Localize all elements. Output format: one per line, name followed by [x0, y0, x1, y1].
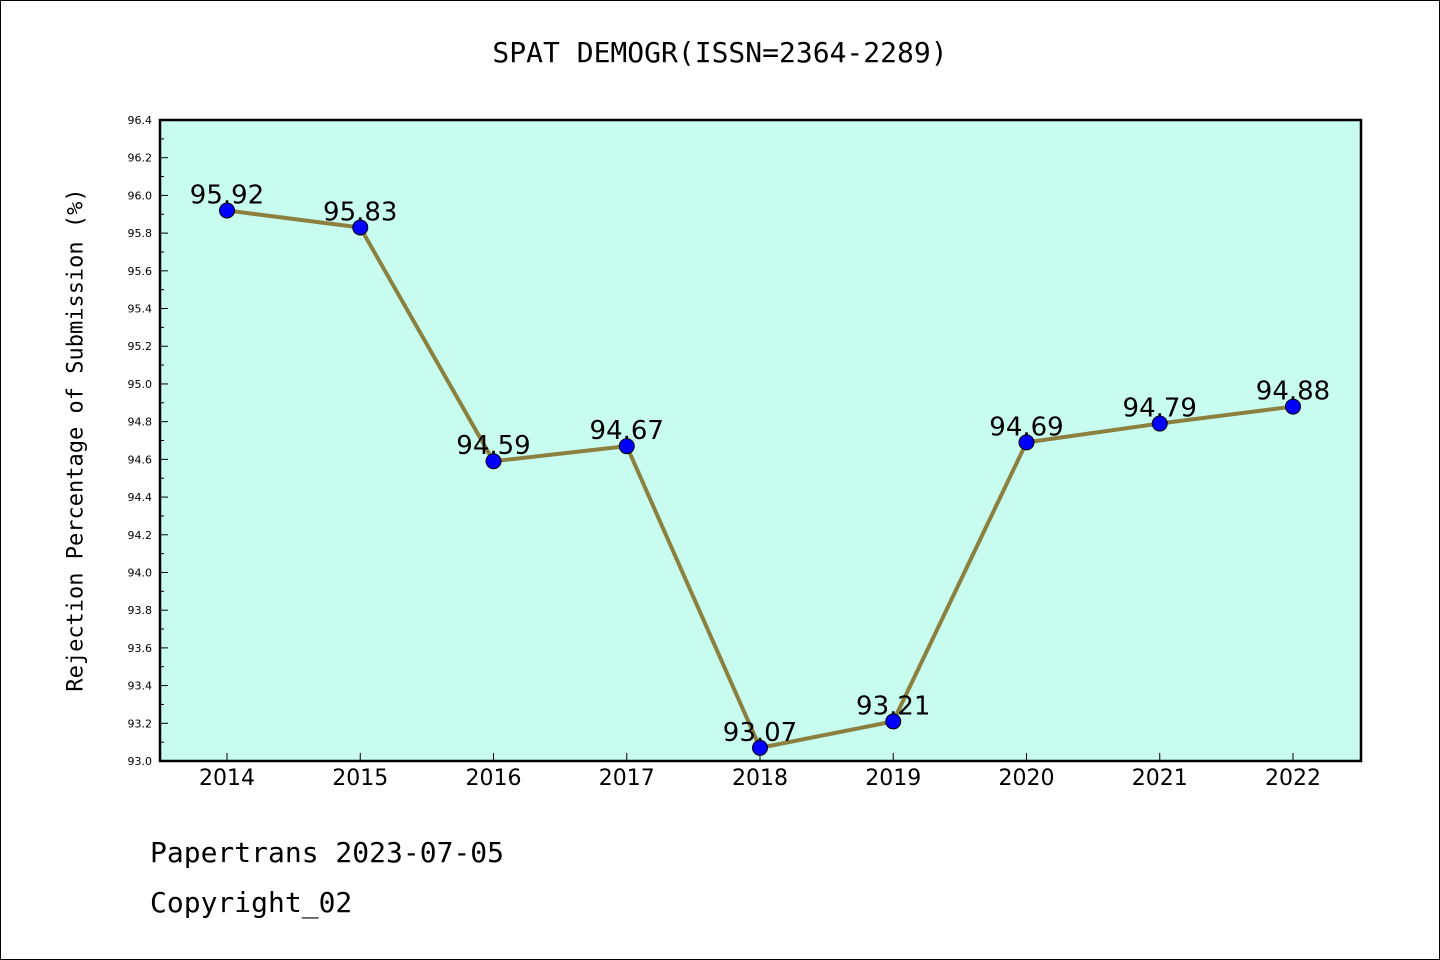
data-point-marker: [885, 713, 902, 730]
y-tick-label: 94.0: [128, 566, 153, 579]
x-tick-label: 2021: [1132, 766, 1188, 791]
data-label: 93.07: [723, 718, 797, 748]
y-tick-label: 95.4: [128, 303, 153, 316]
y-tick-label: 94.2: [128, 529, 153, 542]
x-tick-label: 2018: [732, 766, 788, 791]
y-tick-label: 96.4: [128, 114, 153, 127]
data-point-marker: [352, 219, 369, 236]
y-tick-label: 96.2: [128, 152, 153, 165]
data-point-marker: [1151, 415, 1168, 432]
x-tick-label: 2019: [865, 766, 921, 791]
chart-title: SPAT DEMOGR(ISSN=2364-2289): [492, 36, 948, 69]
y-tick-label: 93.8: [128, 604, 153, 617]
footer-date: Papertrans 2023-07-05: [150, 836, 505, 869]
x-tick-label: 2020: [999, 766, 1055, 791]
data-point-marker: [219, 202, 235, 219]
y-tick-label: 94.4: [128, 491, 153, 504]
y-tick-label: 93.4: [128, 680, 153, 693]
plot-border: [158, 118, 1363, 763]
y-tick-label: 95.2: [128, 340, 153, 353]
footer-copyright: Copyright_02: [150, 886, 353, 919]
data-point-marker: [618, 438, 635, 455]
y-tick-label: 95.8: [128, 227, 153, 240]
y-tick-label: 94.6: [128, 453, 153, 466]
data-label: 94.79: [1123, 394, 1197, 424]
x-tick-label: 2014: [199, 766, 255, 791]
data-point-marker: [485, 453, 502, 470]
data-label: 94.59: [456, 431, 530, 461]
data-point-marker: [1018, 434, 1035, 451]
data-point-marker: [1285, 398, 1301, 415]
y-tick-label: 94.8: [128, 416, 153, 429]
data-label: 94.67: [590, 416, 664, 446]
y-tick-label: 93.0: [128, 755, 153, 768]
data-label: 95.83: [323, 197, 397, 227]
data-label: 94.88: [1256, 377, 1330, 407]
data-point-marker: [752, 739, 768, 756]
x-tick-label: 2016: [466, 766, 522, 791]
y-tick-label: 95.0: [128, 378, 153, 391]
y-tick-label: 95.6: [128, 265, 153, 278]
data-label: 93.21: [856, 691, 930, 721]
y-tick-label: 96.0: [128, 189, 153, 202]
x-tick-label: 2022: [1265, 766, 1321, 791]
x-tick-label: 2015: [332, 766, 388, 791]
data-label: 95.92: [190, 180, 264, 210]
y-tick-label: 93.6: [128, 642, 153, 655]
x-tick-label: 2017: [599, 766, 655, 791]
y-tick-label: 93.2: [128, 717, 153, 730]
data-label: 94.69: [989, 412, 1063, 442]
